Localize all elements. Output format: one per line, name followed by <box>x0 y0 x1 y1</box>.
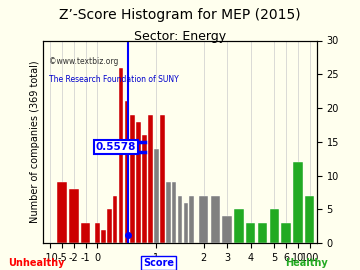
Bar <box>81 223 90 243</box>
Text: ©www.textbiz.org: ©www.textbiz.org <box>49 57 118 66</box>
Bar <box>305 196 314 243</box>
Bar <box>293 162 303 243</box>
Bar <box>130 115 135 243</box>
Text: Healthy: Healthy <box>285 258 327 268</box>
Bar <box>234 209 244 243</box>
Y-axis label: Number of companies (369 total): Number of companies (369 total) <box>31 60 40 223</box>
Bar <box>177 196 183 243</box>
Bar <box>160 115 165 243</box>
Text: Score: Score <box>143 258 174 268</box>
Bar <box>172 182 176 243</box>
Bar <box>148 115 153 243</box>
Bar <box>125 101 129 243</box>
Bar <box>142 135 147 243</box>
Bar <box>95 223 100 243</box>
Bar <box>189 196 194 243</box>
Bar <box>107 209 112 243</box>
Text: Sector: Energy: Sector: Energy <box>134 30 226 43</box>
Bar <box>258 223 267 243</box>
Bar <box>270 209 279 243</box>
Bar <box>136 122 141 243</box>
Bar <box>184 202 188 243</box>
Bar <box>211 196 220 243</box>
Bar <box>69 189 78 243</box>
Bar <box>282 223 291 243</box>
Bar <box>199 196 208 243</box>
Bar <box>222 216 232 243</box>
Text: 0.5578: 0.5578 <box>96 142 136 152</box>
Text: Z’-Score Histogram for MEP (2015): Z’-Score Histogram for MEP (2015) <box>59 8 301 22</box>
Bar <box>154 148 159 243</box>
Bar <box>119 68 123 243</box>
Bar <box>113 196 117 243</box>
Bar <box>101 230 106 243</box>
Text: The Research Foundation of SUNY: The Research Foundation of SUNY <box>49 75 179 84</box>
Bar <box>166 182 171 243</box>
Bar <box>57 182 67 243</box>
Bar <box>246 223 256 243</box>
Text: Unhealthy: Unhealthy <box>8 258 64 268</box>
